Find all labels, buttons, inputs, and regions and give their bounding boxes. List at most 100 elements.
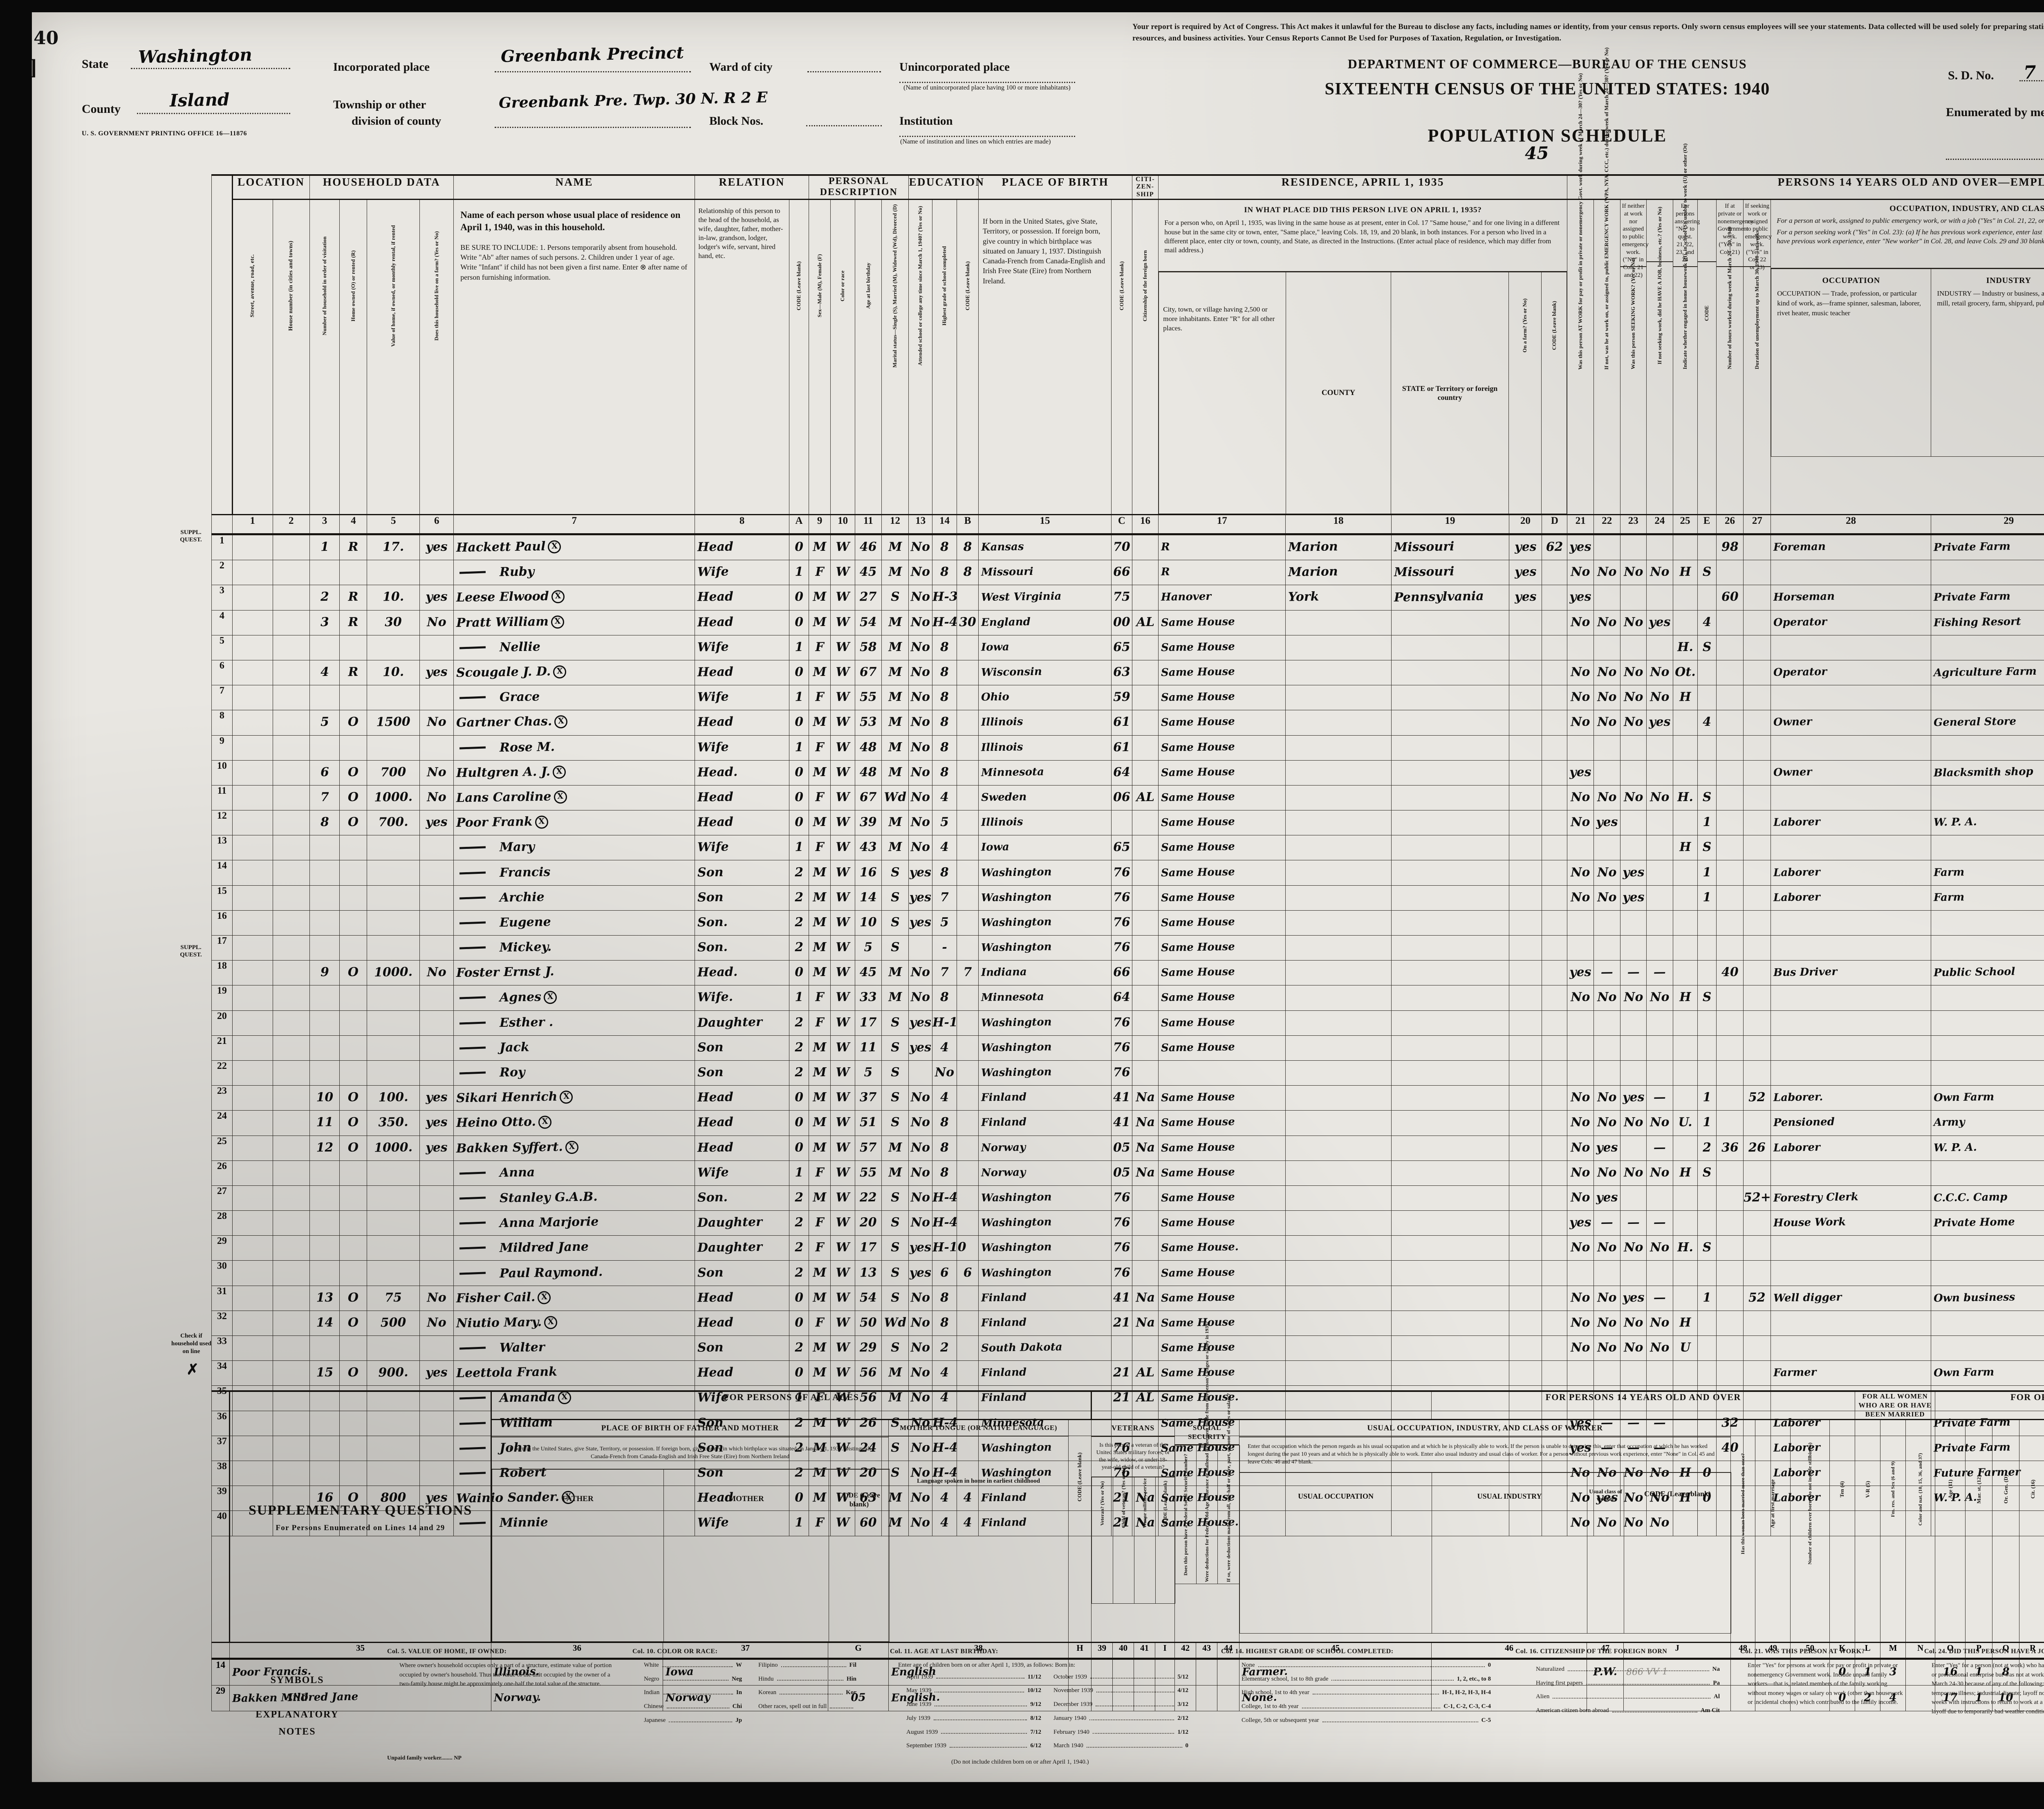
cell-ms[interactable]: M: [881, 1360, 909, 1386]
cell-sch[interactable]: No: [908, 1085, 933, 1111]
cell-ms[interactable]: M: [881, 710, 909, 736]
cell-val[interactable]: [367, 560, 420, 586]
cell-q27[interactable]: [1743, 810, 1771, 836]
cell-q22[interactable]: No: [1594, 1285, 1620, 1311]
cell-age[interactable]: 17: [855, 1010, 882, 1036]
cell-code[interactable]: 0: [789, 1310, 809, 1336]
cell-own[interactable]: [339, 835, 368, 861]
cell-cit[interactable]: [1132, 585, 1159, 610]
cell-b[interactable]: [956, 785, 979, 811]
cell-age[interactable]: 56: [855, 1360, 882, 1386]
cell-onfarm[interactable]: [1508, 1235, 1542, 1261]
cell-d[interactable]: [1542, 1085, 1568, 1111]
cell-house[interactable]: [272, 1260, 310, 1286]
cell-grade[interactable]: 2: [932, 1335, 957, 1361]
cell-q24[interactable]: [1646, 635, 1673, 660]
cell-farm[interactable]: [419, 910, 454, 936]
cell-state[interactable]: [1391, 760, 1509, 786]
cell-c[interactable]: 41: [1111, 1285, 1132, 1311]
cell-own[interactable]: [339, 1160, 368, 1186]
cell-cit[interactable]: [1132, 1035, 1159, 1061]
cell-q25[interactable]: [1672, 960, 1698, 986]
cell-occ[interactable]: [1771, 735, 1932, 761]
supp-cell-s44[interactable]: [1217, 1658, 1240, 1686]
cell-q27[interactable]: [1743, 560, 1771, 586]
cell-d[interactable]: [1542, 935, 1568, 961]
cell-age[interactable]: 54: [855, 1285, 882, 1311]
table-row[interactable]: 33 Walter Son 2 M W 29 S No 2 South Dakota Same Hou…: [211, 1335, 2044, 1361]
cell-q21[interactable]: No: [1567, 685, 1594, 711]
cell-q23[interactable]: yes: [1620, 860, 1647, 886]
cell-county[interactable]: [1285, 1310, 1392, 1336]
cell-q25[interactable]: U: [1672, 1335, 1698, 1361]
cell-c[interactable]: 21: [1111, 1310, 1132, 1336]
cell-street[interactable]: [232, 1360, 273, 1386]
cell-sex[interactable]: M: [809, 1035, 831, 1061]
cell-sex[interactable]: F: [809, 1160, 831, 1186]
cell-onfarm[interactable]: [1508, 1335, 1542, 1361]
cell-q21[interactable]: [1567, 635, 1594, 660]
cell-b[interactable]: [956, 935, 979, 961]
cell-q22[interactable]: [1594, 835, 1620, 861]
cell-sch[interactable]: yes: [908, 1235, 933, 1261]
cell-d[interactable]: [1542, 735, 1568, 761]
cell-grade[interactable]: 7: [932, 885, 957, 911]
cell-street[interactable]: [232, 1310, 273, 1336]
cell-b[interactable]: [956, 810, 979, 836]
cell-street[interactable]: [232, 1235, 273, 1261]
cell-own[interactable]: O: [339, 710, 368, 736]
cell-q24[interactable]: No: [1646, 560, 1673, 586]
cell-q26[interactable]: [1716, 1360, 1744, 1386]
supp-cell-ind[interactable]: [1431, 1658, 1587, 1686]
cell-sex[interactable]: M: [809, 1285, 831, 1311]
cell-q27[interactable]: 26: [1743, 1135, 1771, 1161]
cell-rel[interactable]: Head: [695, 1085, 789, 1111]
cell-q21[interactable]: [1567, 1060, 1594, 1086]
cell-d[interactable]: [1542, 1210, 1568, 1236]
cell-sex[interactable]: F: [809, 1010, 831, 1036]
cell-grade[interactable]: 8: [932, 1160, 957, 1186]
cell-street[interactable]: [232, 1085, 273, 1111]
cell-ms[interactable]: M: [881, 635, 909, 660]
cell-c[interactable]: 21: [1111, 1360, 1132, 1386]
cell-e[interactable]: S: [1697, 1235, 1717, 1261]
cell-grade[interactable]: 8: [932, 760, 957, 786]
cell-own[interactable]: O: [339, 1085, 368, 1111]
cell-occ[interactable]: [1771, 835, 1932, 861]
cell-q25[interactable]: [1672, 885, 1698, 911]
cell-code[interactable]: 0: [789, 760, 809, 786]
supp-cell-h[interactable]: [1068, 1658, 1092, 1686]
cell-onfarm[interactable]: yes: [1508, 585, 1542, 610]
cell-street[interactable]: [232, 1110, 273, 1136]
cell-sex[interactable]: M: [809, 660, 831, 686]
cell-onfarm[interactable]: [1508, 685, 1542, 711]
cell-c[interactable]: 65: [1111, 635, 1132, 660]
cell-own[interactable]: O: [339, 1310, 368, 1336]
cell-ind[interactable]: [1931, 935, 2044, 961]
cell-house[interactable]: [272, 1010, 310, 1036]
cell-house[interactable]: [272, 935, 310, 961]
cell-name[interactable]: Niutio Mary. X: [453, 1310, 695, 1336]
cell-race[interactable]: W: [830, 1260, 856, 1286]
cell-q26[interactable]: [1716, 985, 1744, 1011]
cell-e[interactable]: [1697, 1210, 1717, 1236]
cell-e[interactable]: S: [1697, 635, 1717, 660]
cell-q22[interactable]: No: [1594, 1235, 1620, 1261]
cell-q21[interactable]: No: [1567, 1335, 1594, 1361]
cell-code[interactable]: 1: [789, 635, 809, 660]
cell-q24[interactable]: —: [1646, 960, 1673, 986]
cell-q26[interactable]: [1716, 760, 1744, 786]
cell-onfarm[interactable]: [1508, 1060, 1542, 1086]
cell-race[interactable]: W: [830, 1285, 856, 1311]
cell-grade[interactable]: H-4: [932, 1185, 958, 1211]
cell-ind[interactable]: Farm: [1931, 860, 2044, 886]
cell-occ[interactable]: Horseman: [1771, 585, 1932, 610]
cell-sex[interactable]: M: [809, 534, 831, 561]
cell-d[interactable]: [1542, 910, 1568, 936]
cell-own[interactable]: O: [339, 760, 368, 786]
cell-sex[interactable]: M: [809, 1360, 831, 1386]
cell-sex[interactable]: M: [809, 1085, 831, 1111]
